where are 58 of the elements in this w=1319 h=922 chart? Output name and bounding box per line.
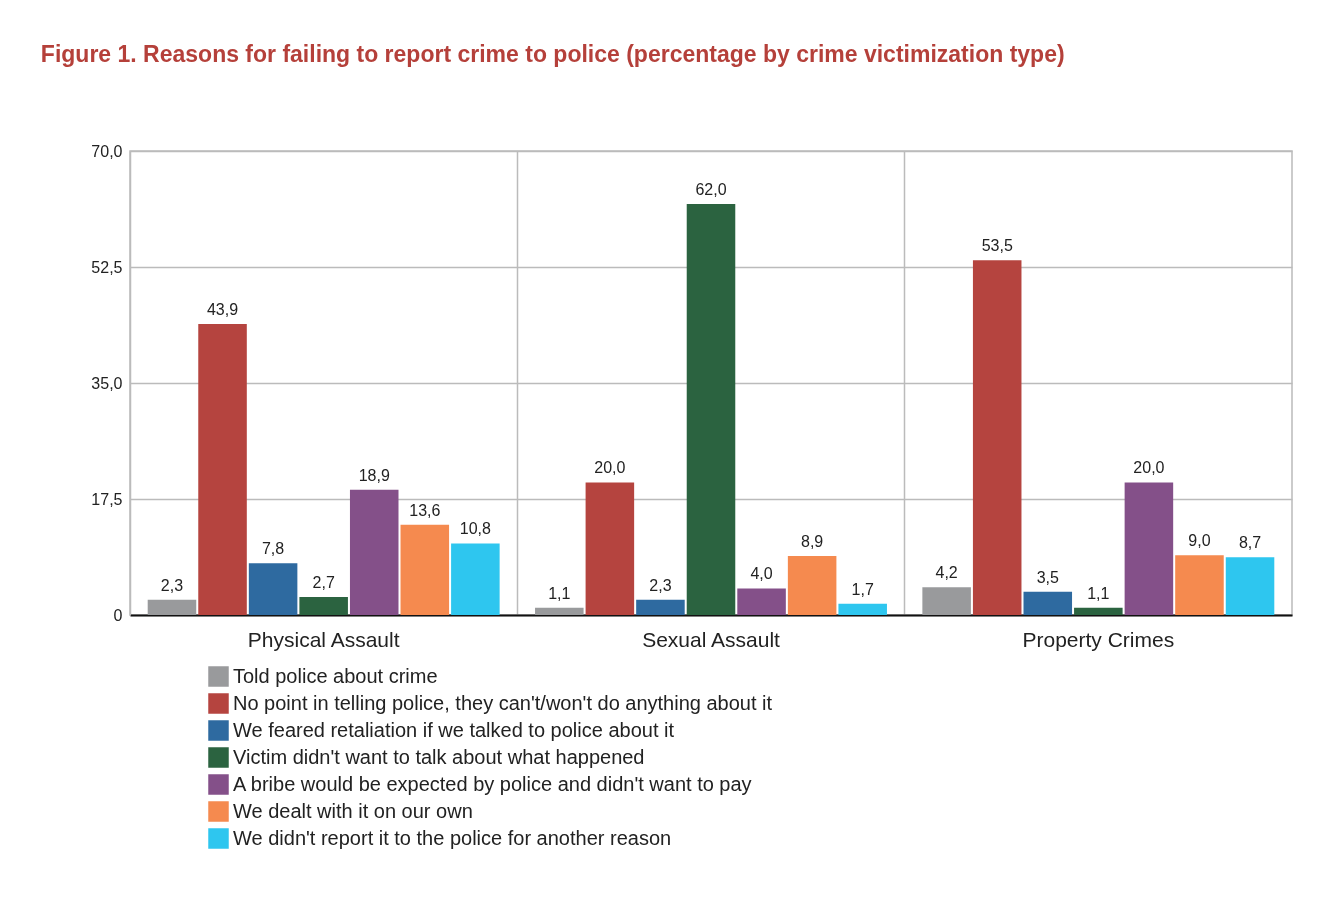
data-label: 7,8: [261, 540, 285, 558]
bar: [1175, 555, 1224, 615]
bar: [787, 556, 837, 615]
data-label: 20,0: [1133, 459, 1165, 477]
data-label: 8,7: [1238, 534, 1262, 552]
data-label: 2,7: [312, 574, 335, 592]
data-label: 62,0: [695, 181, 727, 199]
bar: [535, 607, 584, 615]
data-label: 10,8: [459, 520, 492, 538]
data-label: 4,2: [935, 564, 958, 582]
data-label: 43,9: [206, 301, 239, 319]
y-tick-label: 0: [113, 606, 123, 624]
bar: [1074, 607, 1123, 615]
bar: [585, 482, 635, 615]
bar: [838, 603, 887, 615]
x-tick-label: Property Crimes: [1022, 627, 1175, 651]
bar: [147, 599, 197, 615]
legend-label: A bribe would be expected by police and didn't want to pay: [233, 772, 752, 795]
data-label: 9,0: [1188, 532, 1211, 550]
bar: [1124, 482, 1174, 615]
x-tick-label: Physical Assault: [247, 627, 400, 651]
legend-label: We feared retaliation if we talked to police about it: [233, 718, 675, 741]
legend-label: No point in telling police, they can't/won't do anything about it: [233, 691, 773, 714]
x-tick-label: Sexual Assault: [642, 627, 781, 651]
bar: [451, 543, 500, 615]
y-tick-label: 70,0: [91, 142, 123, 160]
legend-label: We didn't report it to the police for another reason: [233, 826, 672, 849]
data-label: 1,1: [548, 584, 571, 602]
data-label: 2,3: [649, 576, 672, 594]
data-label: 18,9: [358, 466, 390, 484]
bar: [686, 204, 736, 615]
data-label: 8,9: [801, 533, 824, 551]
bar: [349, 489, 399, 615]
bar: [922, 587, 971, 615]
legend-label: Told police about crime: [233, 664, 438, 687]
bar: [400, 524, 450, 615]
y-tick-label: 52,5: [91, 258, 123, 276]
y-tick-label: 17,5: [91, 490, 123, 508]
data-label: 2,3: [160, 576, 184, 594]
bar: [1023, 591, 1073, 615]
bar: [248, 563, 298, 615]
legend-label: We dealt with it on our own: [233, 799, 473, 822]
y-tick-label: 35,0: [91, 374, 123, 392]
data-label: 20,0: [594, 459, 626, 477]
legend-label: Victim didn't want to talk about what happened: [233, 745, 645, 768]
bar: [299, 597, 348, 615]
bar: [636, 599, 685, 615]
data-label: 1,7: [851, 580, 874, 598]
data-label: 13,6: [409, 501, 441, 519]
bar: [198, 324, 247, 615]
data-label: 3,5: [1036, 568, 1059, 586]
data-label: 1,1: [1087, 584, 1110, 602]
bar: [972, 260, 1022, 615]
bar: [1225, 557, 1275, 615]
bar: [737, 588, 786, 615]
data-label: 53,5: [981, 237, 1013, 255]
data-label: 4,0: [750, 565, 773, 583]
chart-title: Figure 1. Reasons for failing to report crime to police (percentage by crime victimization type): [40, 41, 1065, 67]
